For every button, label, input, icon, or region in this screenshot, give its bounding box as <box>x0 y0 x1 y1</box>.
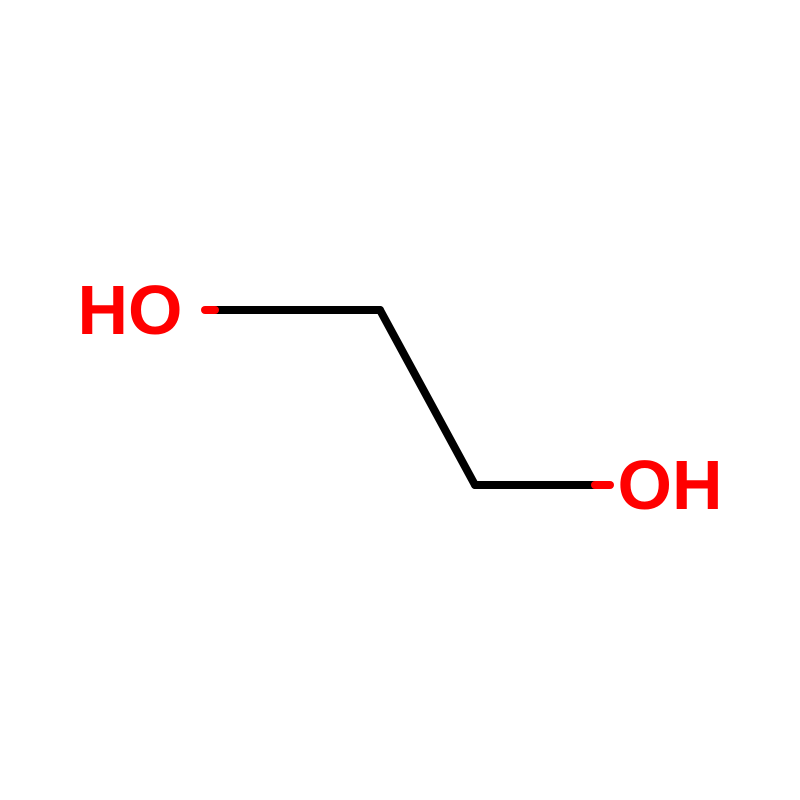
atoms-group: HO OH <box>78 271 723 524</box>
atom-label-O1: HO <box>78 271 183 349</box>
atom-label-O2: OH <box>618 446 723 524</box>
bond-1 <box>380 310 475 485</box>
molecule-diagram: HO OH <box>0 0 800 800</box>
bonds-group <box>205 310 610 485</box>
